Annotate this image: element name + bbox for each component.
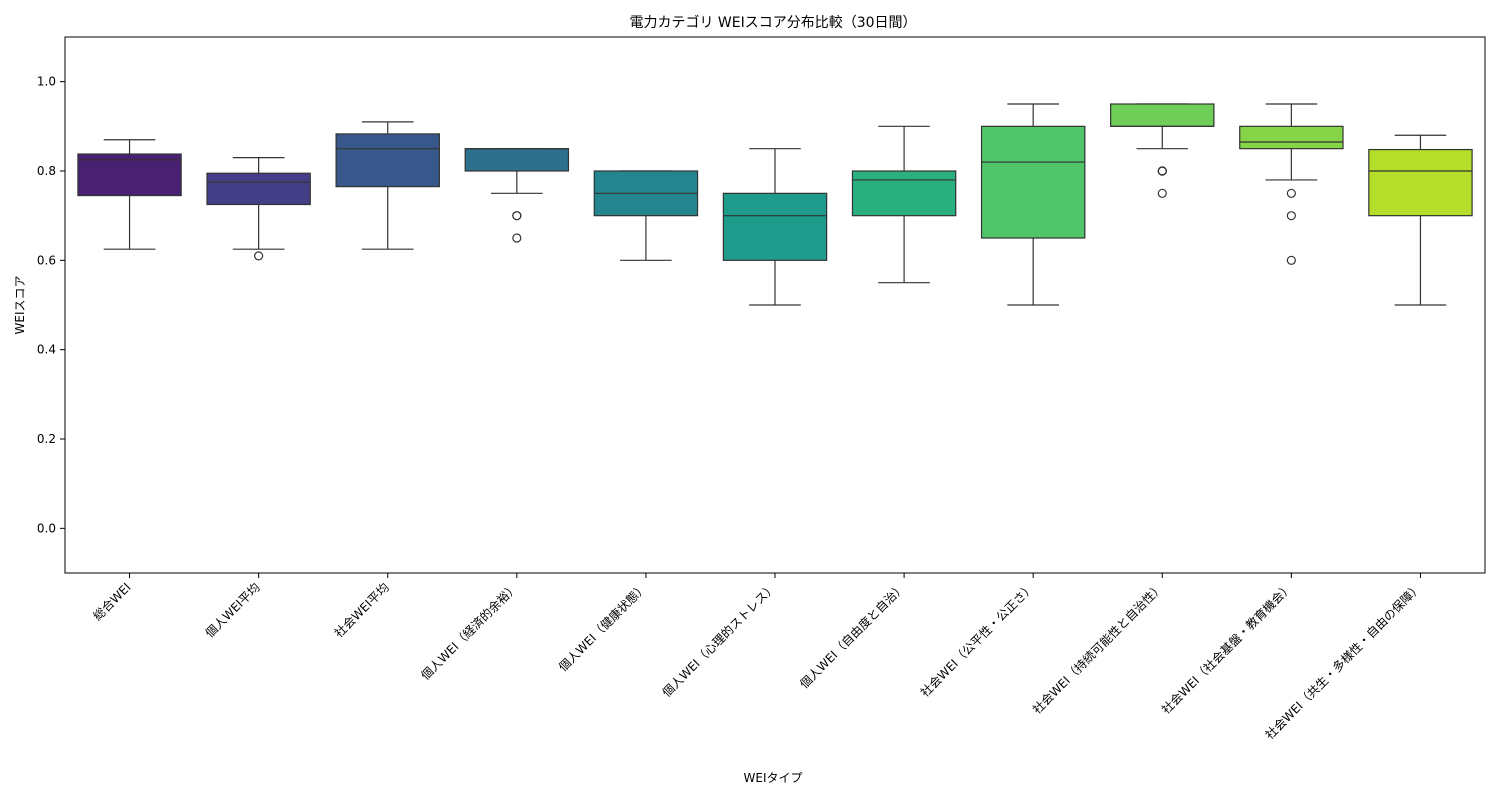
box	[1110, 103, 1215, 127]
x-tick-label: 個人WEI（心理的ストレス）	[659, 580, 779, 700]
y-tick-label: 0.2	[37, 432, 56, 446]
outlier-point	[512, 233, 522, 243]
y-tick-label: 0.4	[37, 343, 56, 357]
outlier-point	[1286, 211, 1296, 221]
y-tick-label: 0.8	[37, 164, 56, 178]
box-group	[335, 121, 440, 250]
outlier-point	[254, 251, 264, 261]
x-tick-label: 個人WEI（健康状態）	[555, 580, 650, 675]
x-tick-label: 総合WEI	[90, 580, 134, 624]
x-tick-label: 個人WEI（経済的余裕）	[418, 580, 521, 683]
box-group	[1239, 103, 1344, 265]
x-axis: 総合WEI 個人WEI平均 社会WEI平均 個人WEI（経済的余裕） 個人WEI（健康状…	[90, 573, 1425, 742]
y-tick-label: 1.0	[37, 75, 56, 89]
x-tick-label: 社会WEI平均	[331, 580, 392, 641]
box-group	[77, 139, 182, 250]
box	[722, 192, 828, 261]
box	[851, 170, 957, 217]
box-group	[1110, 103, 1215, 198]
x-tick-label: 社会WEI（公平性・公正さ）	[917, 580, 1037, 700]
chart-title: 電力カテゴリ WEIスコア分布比較（30日間）	[629, 14, 916, 31]
box-group	[593, 170, 699, 261]
box-group	[206, 157, 311, 261]
box	[335, 133, 440, 188]
x-axis-label: WEIタイプ	[744, 771, 803, 785]
x-tick-label: 個人WEI（自由度と自治）	[796, 580, 908, 692]
box-group	[1368, 134, 1473, 306]
outlier-point	[1286, 188, 1296, 198]
outlier-point	[1286, 255, 1296, 265]
y-axis-label: WEIスコア	[13, 276, 27, 335]
x-tick-label: 社会WEI（持続可能性と自治性）	[1029, 580, 1166, 717]
box	[980, 125, 1086, 239]
box-group	[980, 103, 1086, 306]
x-tick-label: 社会WEI（共生・多様性・自由の保障）	[1262, 580, 1425, 743]
box	[206, 172, 311, 206]
box	[464, 148, 570, 172]
y-tick-label: 0.0	[37, 521, 56, 535]
box	[77, 153, 182, 197]
box	[1368, 148, 1473, 217]
x-tick-label: 社会WEI（社会基盤・教育機会）	[1158, 580, 1295, 717]
box-group	[722, 148, 828, 306]
outlier-point	[1157, 188, 1167, 198]
y-tick-label: 0.6	[37, 253, 56, 267]
x-tick-label: 個人WEI平均	[203, 580, 263, 640]
plot-area	[77, 103, 1473, 306]
box-group	[464, 148, 570, 243]
outlier-point	[512, 211, 522, 221]
outlier-point	[1157, 166, 1167, 176]
box-group	[851, 125, 957, 284]
y-axis: 0.0 0.2 0.4 0.6 0.8 1.0	[37, 75, 65, 535]
box	[1239, 125, 1344, 150]
